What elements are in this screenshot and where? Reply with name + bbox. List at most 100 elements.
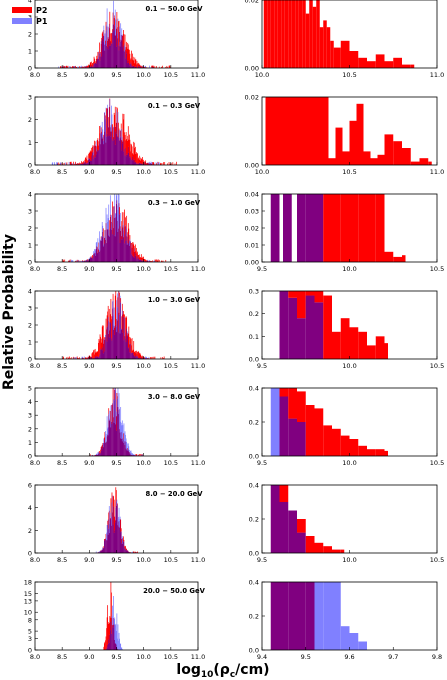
bar-p1 — [121, 422, 123, 439]
bar-p2 — [113, 112, 115, 127]
x-tick-label: 11.0 — [191, 556, 205, 564]
bar-p1 — [153, 260, 155, 262]
bar-p1 — [149, 161, 151, 163]
bar-overlap — [126, 449, 128, 456]
x-tick-label: 8.5 — [57, 653, 67, 661]
bar-overlap — [140, 259, 142, 262]
bar-overlap — [132, 159, 134, 165]
bar-p2 — [123, 311, 124, 318]
bar-overlap — [109, 533, 111, 553]
bar-overlap — [130, 248, 132, 262]
bar-p2 — [124, 135, 126, 156]
bar-overlap — [108, 639, 110, 650]
bar-overlap — [111, 131, 112, 165]
bar-p2 — [130, 143, 132, 159]
bar-overlap — [130, 353, 132, 359]
bar-overlap — [93, 63, 95, 68]
bar-p2 — [270, 0, 275, 68]
bar-p2 — [121, 35, 123, 48]
bar-overlap — [119, 46, 121, 68]
bar-overlap — [86, 260, 87, 262]
bar-p1 — [111, 215, 112, 222]
bar-overlap — [89, 158, 91, 165]
bar-overlap — [94, 144, 96, 165]
bar-overlap — [288, 582, 297, 650]
bar-p2 — [62, 357, 64, 359]
x-tick-label: 10.5 — [342, 71, 356, 79]
right-panel-6: 9.5 10.0 10.50.00.20.4 — [249, 482, 445, 565]
bar-overlap — [113, 228, 114, 262]
bar-p2 — [156, 259, 157, 262]
bar-overlap — [82, 163, 84, 165]
bar-overlap — [80, 67, 81, 68]
bar-p2 — [161, 162, 163, 165]
bar-p2 — [138, 353, 140, 359]
bar-overlap — [121, 239, 123, 262]
bar-overlap — [142, 164, 143, 165]
bar-overlap — [104, 442, 106, 456]
bar-overlap — [88, 158, 90, 165]
bar-p2 — [124, 314, 125, 318]
bar-p2 — [138, 63, 140, 67]
bar-overlap — [97, 58, 99, 68]
bar-overlap — [109, 642, 111, 650]
bar-overlap — [93, 254, 95, 262]
bar-overlap — [100, 349, 101, 359]
bar-p1 — [323, 582, 332, 650]
bar-p1 — [106, 525, 108, 541]
bar-p2 — [410, 161, 420, 165]
y-tick-label: 5 — [28, 385, 32, 393]
bar-p2 — [106, 109, 108, 134]
bar-p2 — [162, 65, 163, 68]
bar-p2 — [110, 498, 112, 513]
bar-overlap — [126, 154, 128, 165]
bar-overlap — [95, 454, 97, 456]
bar-overlap — [115, 501, 117, 553]
bar-overlap — [116, 200, 118, 262]
bar-p2 — [133, 60, 135, 66]
bar-overlap — [127, 551, 129, 553]
bar-p1 — [101, 222, 103, 238]
bar-p2 — [89, 152, 91, 159]
bar-p2 — [99, 334, 101, 355]
bar-p2 — [89, 62, 91, 67]
bar-p2 — [161, 66, 162, 68]
bar-overlap — [154, 260, 156, 262]
bar-p2 — [349, 194, 359, 262]
bar-overlap — [137, 255, 138, 262]
bar-p1 — [128, 241, 130, 246]
bar-overlap — [105, 337, 106, 359]
bar-overlap — [121, 441, 123, 456]
bar-overlap — [107, 229, 109, 262]
bar-overlap — [119, 214, 120, 262]
bar-p2 — [342, 151, 350, 165]
bar-overlap — [105, 442, 106, 456]
bar-p2 — [127, 333, 129, 349]
bar-p2 — [123, 113, 125, 142]
x-tick-label: 9.5 — [111, 556, 121, 564]
bar-p2 — [132, 242, 134, 257]
bar-p1 — [109, 230, 111, 237]
bar-overlap — [94, 63, 96, 68]
bar-p1 — [65, 163, 67, 165]
bar-p2 — [107, 127, 109, 137]
bar-p2 — [135, 454, 137, 455]
bar-overlap — [89, 66, 91, 68]
bar-overlap — [119, 140, 120, 165]
bar-p1 — [102, 443, 104, 448]
bar-p2 — [131, 338, 133, 353]
bar-overlap — [108, 235, 110, 262]
bar-p2 — [102, 35, 104, 42]
bar-overlap — [90, 258, 92, 262]
bar-p2 — [349, 327, 359, 359]
bar-overlap — [141, 163, 143, 165]
bar-p2 — [124, 226, 126, 235]
bar-p2 — [150, 260, 151, 262]
bar-overlap — [118, 332, 119, 359]
bar-overlap — [113, 329, 114, 359]
bar-p2 — [107, 605, 109, 645]
bar-p1 — [92, 455, 94, 456]
bar-p2 — [96, 247, 98, 254]
bar-overlap — [57, 163, 59, 165]
bar-p2 — [73, 161, 74, 165]
